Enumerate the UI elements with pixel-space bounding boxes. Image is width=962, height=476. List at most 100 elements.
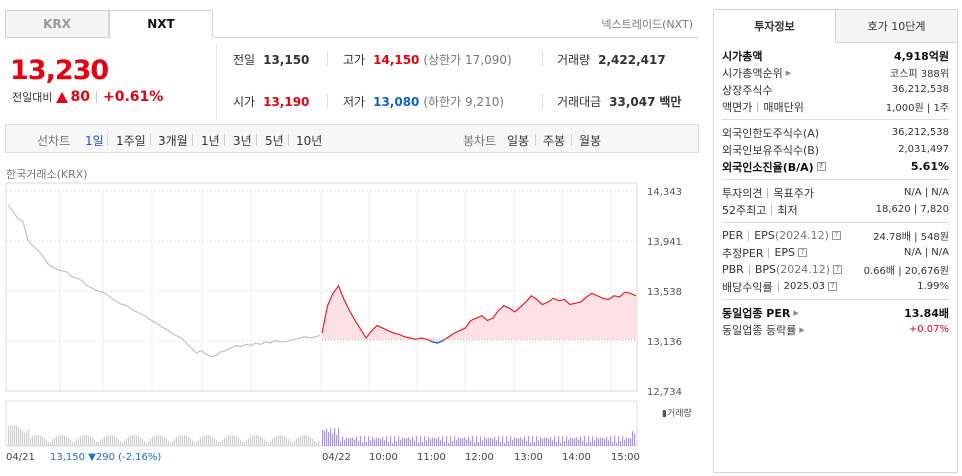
divider [150,134,151,145]
volume-bar-prev [132,435,134,446]
volume-bar-today [446,436,448,446]
volume-bar-today [440,440,442,446]
period-1d[interactable]: 1일 [85,134,104,148]
tab-invest-info[interactable]: 투자정보 [714,10,836,43]
period-3y[interactable]: 3년 [233,134,252,148]
divider [535,134,536,145]
volume-bar-today [538,440,540,446]
period-weekly[interactable]: 주봉 [543,134,566,148]
row-dividend: 배당수익률 2025.03? 1.99% [722,278,949,295]
pbr-label: PBR BPS (2024.12)? [722,263,843,276]
volume-bar-today [386,436,388,446]
divider [256,134,257,145]
volume-bar-prev [162,436,164,446]
volume-bar-today [588,436,590,446]
volume-bar-today [430,439,432,446]
volume-bar-today [568,439,570,446]
volume-bar-prev [248,438,250,446]
period-5y[interactable]: 5년 [265,134,284,148]
volume-bar-prev [280,435,282,446]
volume-bar-today [494,436,496,446]
volume-bar-prev [146,442,148,446]
volume-bar-today [420,436,422,446]
volume-bar-prev [250,436,252,446]
volume-bar-today [492,438,494,446]
sector-rate-label[interactable]: 동일업종 등락률 ▶ [722,323,805,337]
volume-bar-today [524,436,526,446]
volume-bar-prev [40,435,42,446]
period-daily[interactable]: 일봉 [507,134,530,148]
volume-bar-today [490,437,492,446]
stat-amount: 거래대금 33,047 백만 [557,95,682,109]
stat-high: 고가 14,150 (상한가 17,090) [343,53,512,67]
chart-panel: KRX NXT 넥스트레이드(NXT) 13,230 전일대비 80 +0.61… [5,10,699,463]
volume-bar-today [404,438,406,446]
volume-bar-today [624,439,626,446]
volume-bar-today [342,436,344,446]
volume-bar-today [514,437,516,446]
foreign-limit-label: 외국인한도주식수(A) [722,126,820,140]
nxt-market-label: 넥스트레이드(NXT) [601,18,693,31]
volume-bar-prev [188,437,190,446]
volume-bar-today [400,439,402,446]
series-today-line [321,284,637,344]
volume-bar-today [516,438,518,446]
sector-per-label[interactable]: 동일업종 PER ▶ [722,306,799,320]
volume-bar-prev [138,436,140,446]
per-value: 24.78배 | 548원 [873,232,949,243]
volume-bar-today [486,439,488,446]
volume-bar-prev [74,441,76,446]
change-percent: +0.61% [102,89,164,105]
period-1y[interactable]: 1년 [201,134,220,148]
tab-nxt[interactable]: NXT [109,10,213,38]
y-tick-label: 12,734 [647,387,682,398]
rank-label[interactable]: 시가총액순위 ▶ [722,66,792,80]
period-1w[interactable]: 1주일 [116,134,146,148]
volume-bar-today [376,437,378,446]
volume-bar-prev [82,435,84,446]
tab-krx[interactable]: KRX [5,10,109,38]
period-3m[interactable]: 3개월 [158,134,188,148]
row-rank[interactable]: 시가총액순위 ▶ 코스피 388위 [722,64,949,81]
volume-bar-today [520,437,522,446]
period-10y[interactable]: 10년 [296,134,323,148]
sector-per-value: 13.84배 [904,306,949,320]
help-icon[interactable]: ? [831,231,841,240]
volume-bar-today [478,441,480,446]
volume-bar-today [456,439,458,446]
period-monthly[interactable]: 월봉 [579,134,602,148]
row-sector-rate[interactable]: 동일업종 등락률 ▶ +0.07% [722,321,949,338]
volume-bar-prev [282,435,284,446]
volume-bar-prev [118,439,120,446]
help-icon[interactable]: ? [798,248,808,257]
volume-bar-prev [50,441,52,446]
line-chart-label: 선차트 [37,134,71,148]
volume-bar-today [522,439,524,446]
volume-bar-prev [184,435,186,446]
par-value: 1,000원 | 1주 [885,103,949,114]
volume-bar-today [578,439,580,446]
info-group-foreign: 외국인한도주식수(A) 36,212,538 외국인보유주식수(B) 2,031,4… [722,120,949,180]
volume-bar-prev [12,425,14,446]
tab-orderbook[interactable]: 호가 10단계 [836,10,957,43]
volume-bar-prev [244,442,246,446]
volume-bar-today [634,433,636,446]
volume-bar-today [576,437,578,446]
volume-bar-today [630,438,632,446]
row-foreign-limit: 외국인한도주식수(A) 36,212,538 [722,124,949,141]
volume-bar-prev [256,435,258,446]
volume-bar-prev [78,438,80,446]
volume-bar-today [628,438,630,446]
volume-bar-prev [86,435,88,446]
help-icon[interactable]: ? [833,265,843,274]
volume-bar-today [580,436,582,446]
plot-border [5,182,638,392]
volume-bar-today [562,436,564,446]
help-icon[interactable]: ? [816,162,826,171]
volume-bar-prev [130,435,132,446]
help-icon[interactable]: ? [827,282,837,291]
volume-bar-today [434,437,436,446]
row-sector-per[interactable]: 동일업종 PER ▶ 13.84배 [722,304,949,321]
volume-bar-prev [94,439,96,446]
volume-bar-today [354,439,356,446]
